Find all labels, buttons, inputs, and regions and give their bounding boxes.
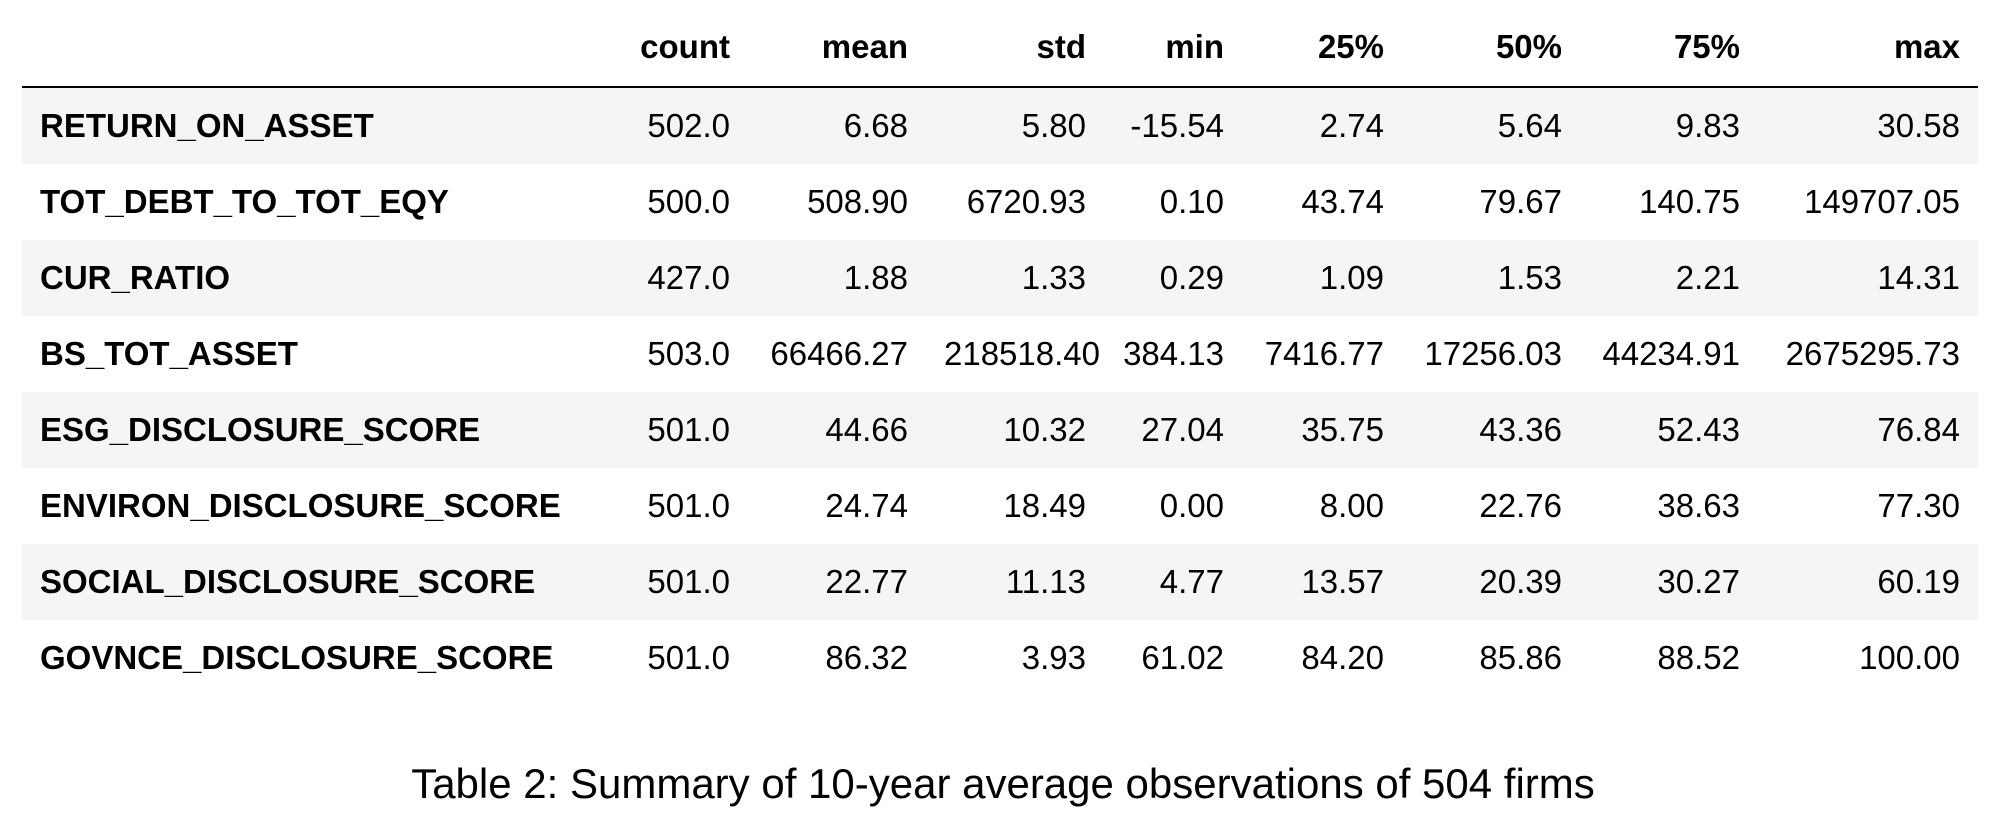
- cell-min: 4.77: [1159, 563, 1224, 600]
- column-header-min: min: [1104, 8, 1242, 88]
- table-row: TOT_DEBT_TO_TOT_EQY 500.0 508.90 6720.93…: [22, 164, 1978, 240]
- cell-min: -15.54: [1130, 107, 1224, 144]
- column-header-index: [22, 8, 598, 88]
- table-row: GOVNCE_DISCLOSURE_SCORE 501.0 86.32 3.93…: [22, 620, 1978, 696]
- cell-count: 501.0: [647, 563, 730, 600]
- cell-count: 427.0: [647, 259, 730, 296]
- cell-50pct: 22.76: [1479, 487, 1562, 524]
- cell-25pct: 13.57: [1301, 563, 1384, 600]
- cell-std: 1.33: [1021, 259, 1086, 296]
- cell-25pct: 2.74: [1319, 107, 1384, 144]
- cell-std: 18.49: [1003, 487, 1086, 524]
- cell-25pct: 43.74: [1301, 183, 1384, 220]
- cell-75pct: 30.27: [1657, 563, 1740, 600]
- column-header-count: count: [598, 8, 748, 88]
- cell-75pct: 38.63: [1657, 487, 1740, 524]
- row-label: GOVNCE_DISCLOSURE_SCORE: [40, 639, 554, 676]
- cell-count: 500.0: [647, 183, 730, 220]
- cell-max: 100.00: [1859, 639, 1960, 676]
- cell-75pct: 2.21: [1675, 259, 1740, 296]
- cell-max: 14.31: [1877, 259, 1960, 296]
- column-header-std: std: [926, 8, 1104, 88]
- cell-min: 384.13: [1123, 335, 1224, 372]
- column-header-max: max: [1758, 8, 1978, 88]
- summary-table-container: count mean std min 25% 50% 75% max RETUR…: [22, 8, 1978, 696]
- row-label: ESG_DISCLOSURE_SCORE: [40, 411, 481, 448]
- column-header-mean: mean: [748, 8, 926, 88]
- row-label: RETURN_ON_ASSET: [40, 107, 374, 144]
- row-label: ENVIRON_DISCLOSURE_SCORE: [40, 487, 561, 524]
- cell-max: 77.30: [1877, 487, 1960, 524]
- summary-statistics-table: count mean std min 25% 50% 75% max RETUR…: [22, 8, 1978, 696]
- cell-mean: 508.90: [807, 183, 908, 220]
- cell-25pct: 84.20: [1301, 639, 1384, 676]
- table-row: RETURN_ON_ASSET 502.0 6.68 5.80 -15.54 2…: [22, 87, 1978, 164]
- cell-50pct: 17256.03: [1424, 335, 1562, 372]
- table-row: ENVIRON_DISCLOSURE_SCORE 501.0 24.74 18.…: [22, 468, 1978, 544]
- cell-std: 5.80: [1021, 107, 1086, 144]
- cell-75pct: 88.52: [1657, 639, 1740, 676]
- cell-min: 0.29: [1159, 259, 1224, 296]
- cell-min: 0.10: [1159, 183, 1224, 220]
- cell-count: 503.0: [647, 335, 730, 372]
- row-label: SOCIAL_DISCLOSURE_SCORE: [40, 563, 536, 600]
- cell-count: 501.0: [647, 411, 730, 448]
- column-header-50pct: 50%: [1402, 8, 1580, 88]
- cell-25pct: 7416.77: [1264, 335, 1384, 372]
- cell-mean: 66466.27: [770, 335, 908, 372]
- cell-mean: 1.88: [843, 259, 908, 296]
- cell-std: 10.32: [1003, 411, 1086, 448]
- cell-50pct: 20.39: [1479, 563, 1562, 600]
- cell-std: 3.93: [1021, 639, 1086, 676]
- cell-mean: 6.68: [843, 107, 908, 144]
- cell-50pct: 85.86: [1479, 639, 1562, 676]
- table-row: SOCIAL_DISCLOSURE_SCORE 501.0 22.77 11.1…: [22, 544, 1978, 620]
- cell-min: 27.04: [1141, 411, 1224, 448]
- cell-min: 61.02: [1141, 639, 1224, 676]
- column-header-25pct: 25%: [1242, 8, 1402, 88]
- cell-min: 0.00: [1159, 487, 1224, 524]
- cell-50pct: 43.36: [1479, 411, 1562, 448]
- cell-std: 6720.93: [966, 183, 1086, 220]
- cell-75pct: 140.75: [1639, 183, 1740, 220]
- cell-count: 501.0: [647, 487, 730, 524]
- cell-50pct: 5.64: [1497, 107, 1562, 144]
- table-row: BS_TOT_ASSET 503.0 66466.27 218518.40 38…: [22, 316, 1978, 392]
- row-label: TOT_DEBT_TO_TOT_EQY: [40, 183, 449, 220]
- cell-count: 502.0: [647, 107, 730, 144]
- cell-max: 60.19: [1877, 563, 1960, 600]
- cell-50pct: 1.53: [1497, 259, 1562, 296]
- cell-mean: 44.66: [825, 411, 908, 448]
- cell-25pct: 35.75: [1301, 411, 1384, 448]
- cell-50pct: 79.67: [1479, 183, 1562, 220]
- table-header-row: count mean std min 25% 50% 75% max: [22, 8, 1978, 88]
- table-row: CUR_RATIO 427.0 1.88 1.33 0.29 1.09 1.53…: [22, 240, 1978, 316]
- cell-25pct: 8.00: [1319, 487, 1384, 524]
- cell-mean: 86.32: [825, 639, 908, 676]
- column-header-75pct: 75%: [1580, 8, 1758, 88]
- cell-max: 76.84: [1877, 411, 1960, 448]
- row-label: BS_TOT_ASSET: [40, 335, 298, 372]
- cell-std: 218518.40: [944, 335, 1100, 372]
- table-row: ESG_DISCLOSURE_SCORE 501.0 44.66 10.32 2…: [22, 392, 1978, 468]
- cell-max: 2675295.73: [1785, 335, 1960, 372]
- cell-mean: 22.77: [825, 563, 908, 600]
- cell-count: 501.0: [647, 639, 730, 676]
- row-label: CUR_RATIO: [40, 259, 231, 296]
- cell-75pct: 9.83: [1675, 107, 1740, 144]
- cell-75pct: 52.43: [1657, 411, 1740, 448]
- cell-max: 30.58: [1877, 107, 1960, 144]
- cell-mean: 24.74: [825, 487, 908, 524]
- table-caption: Table 2: Summary of 10-year average obse…: [411, 760, 1595, 807]
- cell-std: 11.13: [1005, 563, 1086, 600]
- cell-max: 149707.05: [1804, 183, 1960, 220]
- cell-75pct: 44234.91: [1602, 335, 1740, 372]
- cell-25pct: 1.09: [1319, 259, 1384, 296]
